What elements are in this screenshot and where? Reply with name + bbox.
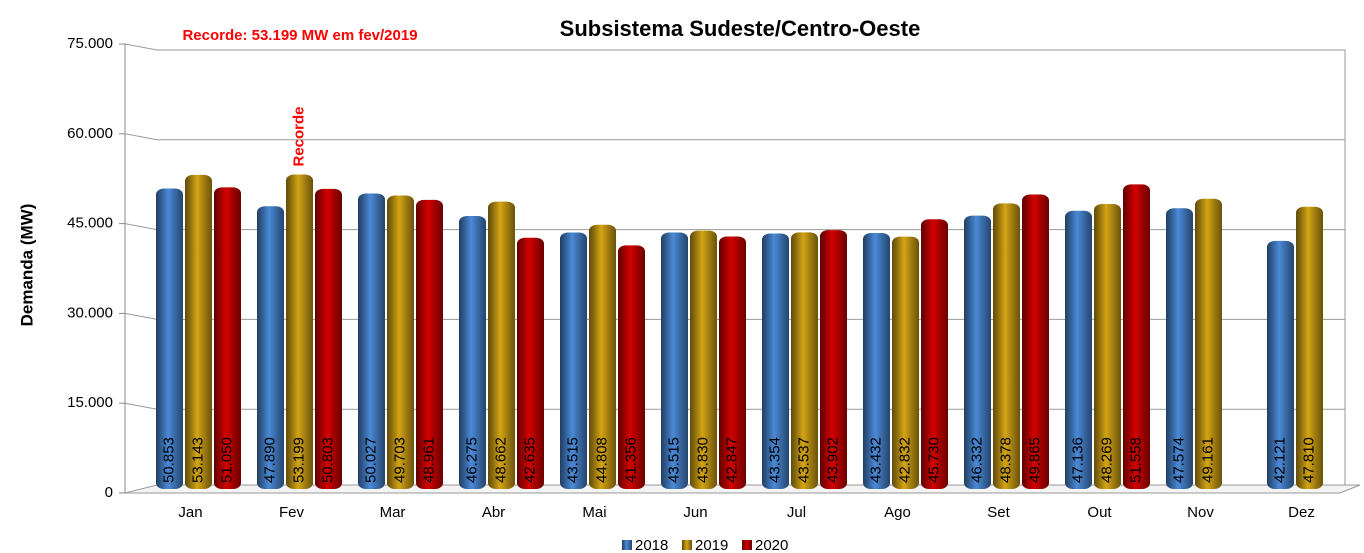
value-label: 53.143 <box>189 437 206 483</box>
chart-title: Subsistema Sudeste/Centro-Oeste <box>560 16 921 41</box>
value-label: 49.865 <box>1026 437 1043 483</box>
annotation: Recorde: 53.199 MW em fev/2019 <box>182 27 417 44</box>
x-tick-label: Mar <box>380 504 406 521</box>
value-label: 50.803 <box>319 437 336 483</box>
value-label: 46.275 <box>463 437 480 483</box>
value-label: 43.354 <box>766 437 783 483</box>
x-tick-label: Ago <box>884 504 911 521</box>
bar <box>1065 210 1092 489</box>
y-tick-label: 60.000 <box>67 125 113 142</box>
value-label: 42.847 <box>723 437 740 483</box>
value-label: 41.356 <box>622 437 639 483</box>
bar <box>286 174 313 489</box>
bar <box>762 233 789 489</box>
bar <box>517 237 544 489</box>
legend-swatch <box>682 540 692 550</box>
y-tick-label: 15.000 <box>67 394 113 411</box>
value-label: 47.810 <box>1300 437 1317 483</box>
bar <box>791 232 818 489</box>
value-label: 53.199 <box>290 437 307 483</box>
value-label: 42.121 <box>1271 437 1288 483</box>
bar <box>1166 208 1193 490</box>
bar <box>719 236 746 489</box>
value-label: 47.574 <box>1170 437 1187 483</box>
bar <box>863 232 890 489</box>
y-tick-label: 0 <box>105 484 113 501</box>
value-label: 49.161 <box>1199 437 1216 483</box>
bar <box>214 187 241 489</box>
value-label: 45.730 <box>925 437 942 483</box>
value-label: 50.027 <box>362 437 379 483</box>
value-label: 44.808 <box>593 437 610 483</box>
bar <box>560 232 587 489</box>
x-tick-label: Nov <box>1187 504 1214 521</box>
value-label: 42.832 <box>896 437 913 483</box>
legend-label: 2018 <box>635 537 668 553</box>
y-tick-label: 75.000 <box>67 35 113 52</box>
value-label: 47.136 <box>1069 437 1086 483</box>
bar <box>921 219 948 489</box>
value-label: 48.269 <box>1098 437 1115 483</box>
value-label: 42.635 <box>521 437 538 483</box>
y-axis-label: Demanda (MW) <box>17 204 36 327</box>
x-tick-label: Jun <box>683 504 707 521</box>
value-label: 50.853 <box>160 437 177 483</box>
value-label: 48.961 <box>420 437 437 483</box>
bar <box>993 203 1020 489</box>
bar <box>315 188 342 489</box>
bar <box>185 174 212 489</box>
value-label: 51.050 <box>218 437 235 483</box>
bar <box>156 188 183 489</box>
value-label: 48.662 <box>492 437 509 483</box>
bar <box>387 195 414 489</box>
x-tick-label: Jan <box>178 504 202 521</box>
value-label: 48.378 <box>997 437 1014 483</box>
value-label: 43.515 <box>665 437 682 483</box>
value-label: 43.902 <box>824 437 841 483</box>
bar <box>257 206 284 490</box>
x-tick-label: Jul <box>787 504 806 521</box>
x-tick-label: Dez <box>1288 504 1315 521</box>
bar <box>1296 206 1323 489</box>
annotation: Recorde <box>290 106 307 166</box>
value-label: 47.890 <box>261 437 278 483</box>
bar <box>1123 184 1150 489</box>
bar <box>661 232 688 489</box>
x-tick-label: Mai <box>582 504 606 521</box>
grid-line <box>124 43 1345 51</box>
bar <box>618 245 645 489</box>
x-tick-label: Out <box>1087 504 1112 521</box>
bar <box>1195 198 1222 489</box>
x-tick-label: Set <box>987 504 1010 521</box>
value-label: 46.332 <box>968 437 985 483</box>
value-label: 49.703 <box>391 437 408 483</box>
bar <box>459 215 486 490</box>
value-label: 43.830 <box>694 437 711 483</box>
bar <box>892 236 919 489</box>
value-label: 43.432 <box>867 437 884 483</box>
bar <box>488 201 515 490</box>
bar <box>1022 194 1049 490</box>
x-tick-label: Abr <box>482 504 505 521</box>
legend-swatch <box>622 540 632 550</box>
value-label: 43.537 <box>795 437 812 483</box>
y-tick-label: 30.000 <box>67 304 113 321</box>
bar <box>416 199 443 489</box>
bar <box>964 215 991 489</box>
bar <box>589 224 616 489</box>
bar <box>820 230 847 490</box>
legend-swatch <box>742 540 752 550</box>
x-tick-label: Fev <box>279 504 305 521</box>
legend-label: 2019 <box>695 537 728 553</box>
value-label: 51.558 <box>1127 437 1144 483</box>
grid-line <box>124 133 1345 141</box>
legend-label: 2020 <box>755 537 788 553</box>
bar <box>1267 240 1294 489</box>
value-label: 43.515 <box>564 437 581 483</box>
bar <box>1094 204 1121 489</box>
bar <box>358 193 385 490</box>
y-tick-label: 45.000 <box>67 215 113 232</box>
bar <box>690 230 717 489</box>
